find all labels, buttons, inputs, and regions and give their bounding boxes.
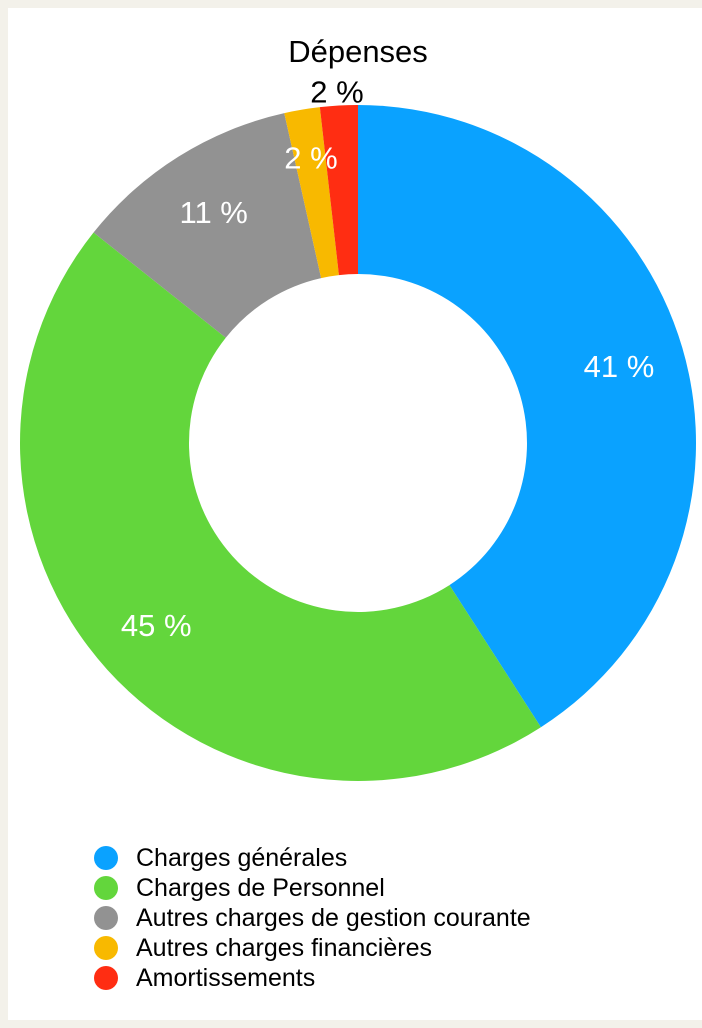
legend-item-charges-de-personnel: Charges de Personnel <box>94 874 385 902</box>
legend-item-autres-charges-financieres: Autres charges financières <box>94 934 432 962</box>
legend-swatch-charges-generales <box>94 846 118 870</box>
legend-swatch-autres-charges-de-gestion-courante <box>94 906 118 930</box>
legend-swatch-autres-charges-financieres <box>94 936 118 960</box>
legend-item-charges-generales: Charges générales <box>94 844 347 872</box>
pie-slice-amortissements <box>319 105 358 276</box>
pie-slice-charges-de-personnel <box>20 232 541 781</box>
slice-label-charges-de-personnel: 45 % <box>121 608 192 643</box>
legend-label-autres-charges-financieres: Autres charges financières <box>136 934 432 962</box>
slice-label-autres-charges-financieres: 2 % <box>284 141 337 176</box>
legend-swatch-charges-de-personnel <box>94 876 118 900</box>
pie-slices <box>20 105 696 781</box>
slice-label-amortissements: 2 % <box>310 75 363 110</box>
legend-swatch-amortissements <box>94 966 118 990</box>
slice-labels: 41 % 45 % 11 % 2 % 2 % <box>121 75 654 643</box>
slice-label-charges-generales: 41 % <box>584 349 655 384</box>
pie-slice-charges-generales <box>358 105 696 728</box>
chart-title: Dépenses <box>288 34 428 69</box>
legend-item-autres-charges-de-gestion-courante: Autres charges de gestion courante <box>94 904 531 932</box>
slice-label-autres-charges-de-gestion-courante: 11 % <box>180 195 248 230</box>
legend-item-amortissements: Amortissements <box>94 964 315 992</box>
pie-slice-autres-charges-financieres <box>284 107 339 279</box>
legend-label-charges-de-personnel: Charges de Personnel <box>136 874 385 902</box>
legend-label-charges-generales: Charges générales <box>136 844 347 872</box>
legend-label-amortissements: Amortissements <box>136 964 315 992</box>
legend-label-autres-charges-de-gestion-courante: Autres charges de gestion courante <box>136 904 531 932</box>
pie-slice-autres-charges-de-gestion-courante <box>93 113 322 338</box>
